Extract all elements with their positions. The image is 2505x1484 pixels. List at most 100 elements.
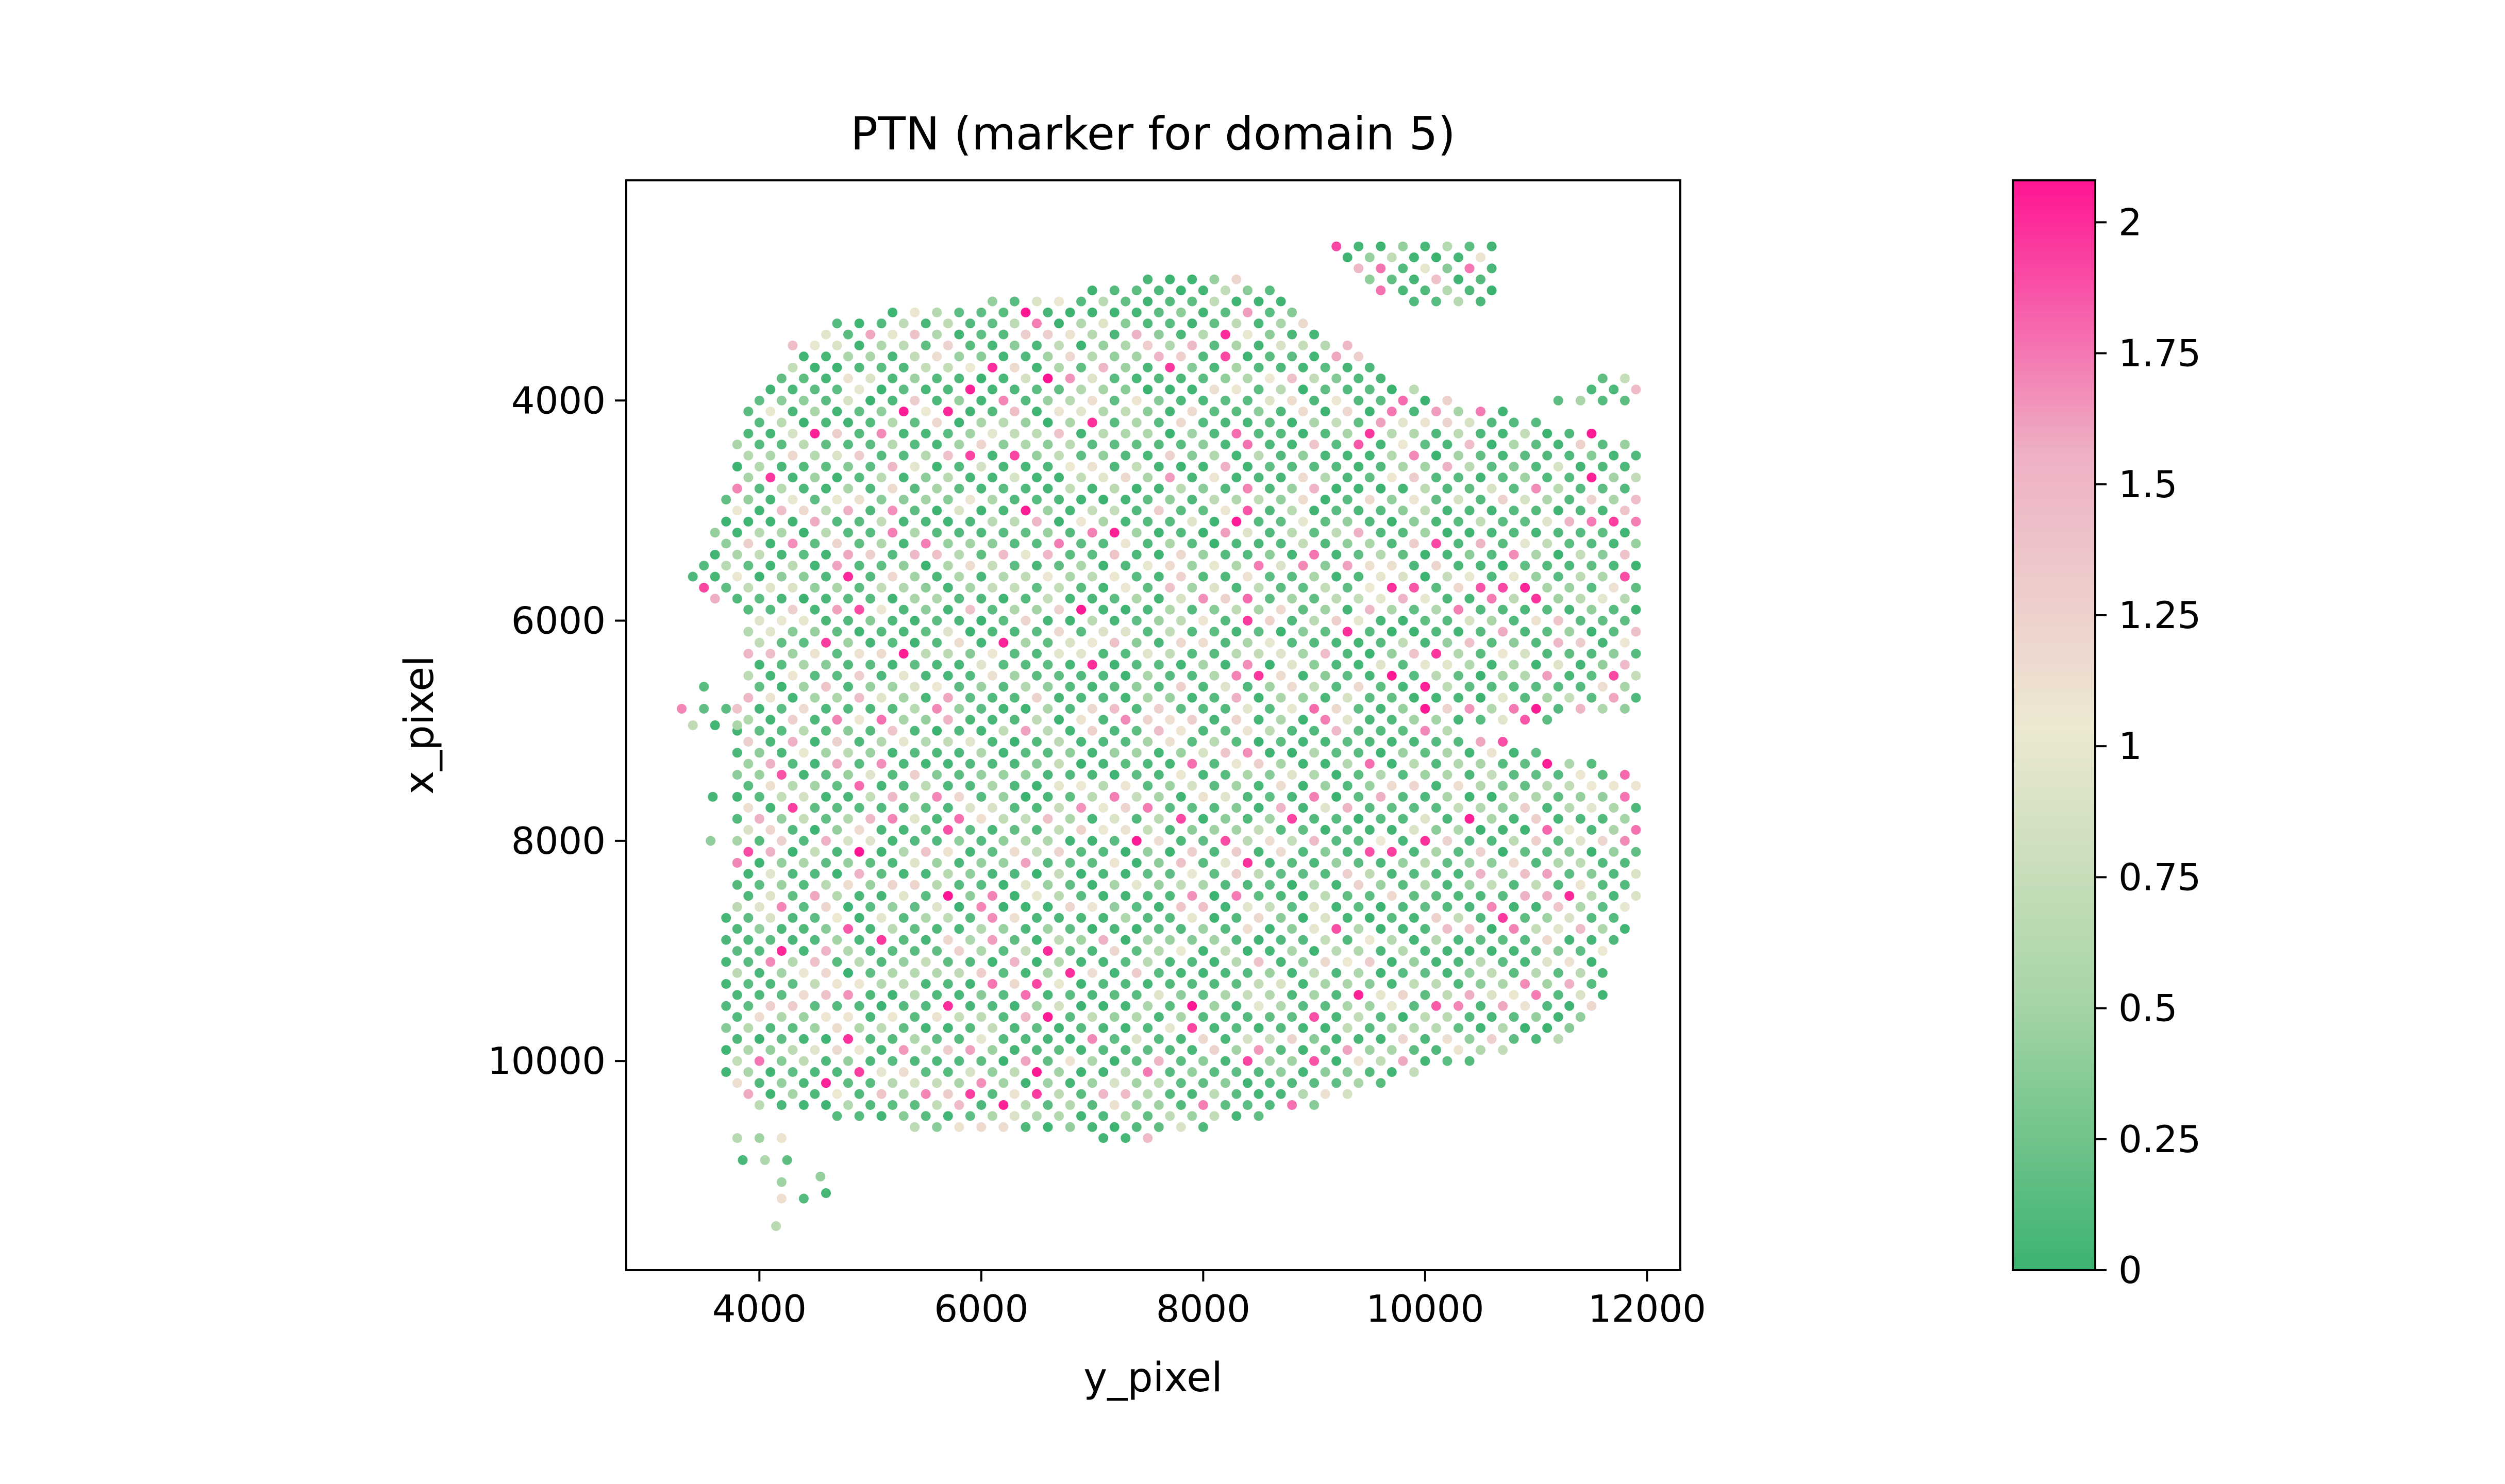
spot-point <box>1331 462 1342 471</box>
spot-point <box>1165 627 1175 637</box>
spot-point <box>1198 770 1208 780</box>
spot-point <box>1021 1100 1031 1110</box>
spot-point <box>1231 604 1242 615</box>
spot-point <box>732 704 742 714</box>
spot-point <box>810 670 820 681</box>
spot-point <box>1442 417 1452 428</box>
spot-point <box>998 814 1009 824</box>
spot-point <box>1220 637 1230 648</box>
spot-point <box>754 880 764 890</box>
spot-point <box>1509 571 1519 582</box>
spot-point <box>1609 869 1619 879</box>
spot-point <box>771 1221 781 1231</box>
spot-point <box>1021 616 1031 626</box>
spot-point <box>965 362 975 373</box>
spot-point <box>832 318 842 329</box>
spot-point <box>1143 362 1153 373</box>
spot-point <box>1442 528 1452 538</box>
spot-point <box>1209 561 1220 571</box>
spot-point <box>1065 351 1075 362</box>
spot-point <box>932 968 942 978</box>
spot-point <box>1076 473 1087 483</box>
spot-point <box>1276 979 1286 989</box>
spot-point <box>854 362 864 373</box>
spot-point <box>1298 693 1308 703</box>
spot-point <box>1354 351 1364 362</box>
spot-point <box>1409 627 1419 637</box>
spot-point <box>865 1100 876 1110</box>
spot-point <box>1387 1023 1397 1033</box>
spot-point <box>965 825 975 835</box>
spot-point <box>1520 473 1530 483</box>
spot-point <box>1021 483 1031 494</box>
spot-point <box>1231 803 1242 813</box>
spot-point <box>1575 968 1585 978</box>
spot-point <box>1287 660 1297 670</box>
spot-point <box>1564 1023 1575 1033</box>
spot-point <box>1198 1100 1208 1110</box>
spot-point <box>1187 1089 1197 1099</box>
spot-point <box>1509 791 1519 802</box>
spot-point <box>1619 395 1630 406</box>
colorbar-tick-label: 1.75 <box>2118 332 2201 375</box>
spot-point <box>965 935 975 945</box>
spot-point <box>1476 252 1485 262</box>
spot-point <box>898 1067 909 1077</box>
spot-point <box>688 720 698 730</box>
spot-point <box>1320 781 1330 791</box>
spot-point <box>1087 748 1097 758</box>
spot-point <box>1087 483 1097 494</box>
spot-point <box>832 803 842 813</box>
spot-point <box>1220 814 1230 824</box>
spot-point <box>998 726 1009 736</box>
spot-point <box>1276 1089 1286 1099</box>
spot-point <box>865 549 876 560</box>
spot-point <box>1032 318 1042 329</box>
spot-point <box>810 913 820 923</box>
spot-point <box>1309 682 1320 692</box>
spot-point <box>898 1045 909 1055</box>
spot-point <box>1409 516 1419 527</box>
spot-point <box>1586 649 1597 659</box>
spot-point <box>1243 1078 1252 1088</box>
spot-point <box>1331 946 1342 956</box>
spot-point <box>1209 473 1220 483</box>
spot-point <box>888 880 898 890</box>
spot-point <box>910 726 920 736</box>
spot-point <box>1464 594 1475 604</box>
spot-point <box>1154 440 1164 450</box>
spot-point <box>1320 538 1330 549</box>
spot-point <box>1154 351 1164 362</box>
spot-point <box>732 990 742 1000</box>
spot-point <box>1454 935 1463 945</box>
spot-point <box>1198 1056 1208 1066</box>
spot-point <box>954 880 964 890</box>
spot-point <box>776 1056 787 1066</box>
spot-point <box>1420 748 1430 758</box>
spot-point <box>888 616 898 626</box>
spot-point <box>1454 428 1463 439</box>
spot-point <box>1287 374 1297 383</box>
spot-point <box>1098 1023 1109 1033</box>
spot-point <box>788 670 798 681</box>
spot-point <box>810 1045 820 1055</box>
spot-point <box>1098 693 1109 703</box>
spot-point <box>1487 704 1497 714</box>
spot-point <box>1165 296 1175 307</box>
spot-point <box>854 979 864 989</box>
spot-point <box>1176 1100 1186 1110</box>
spot-point <box>1531 880 1541 890</box>
spot-point <box>776 483 787 494</box>
spot-point <box>1087 726 1097 736</box>
spot-point <box>843 637 853 648</box>
spot-point <box>1198 549 1208 560</box>
spot-point <box>1609 604 1619 615</box>
spot-point <box>1032 495 1042 504</box>
spot-point <box>721 1067 731 1077</box>
spot-point <box>754 902 764 912</box>
spot-point <box>1121 428 1131 439</box>
spot-point <box>888 329 898 340</box>
spot-point <box>1542 473 1552 483</box>
spot-point <box>1509 440 1519 450</box>
spot-point <box>1165 935 1175 945</box>
